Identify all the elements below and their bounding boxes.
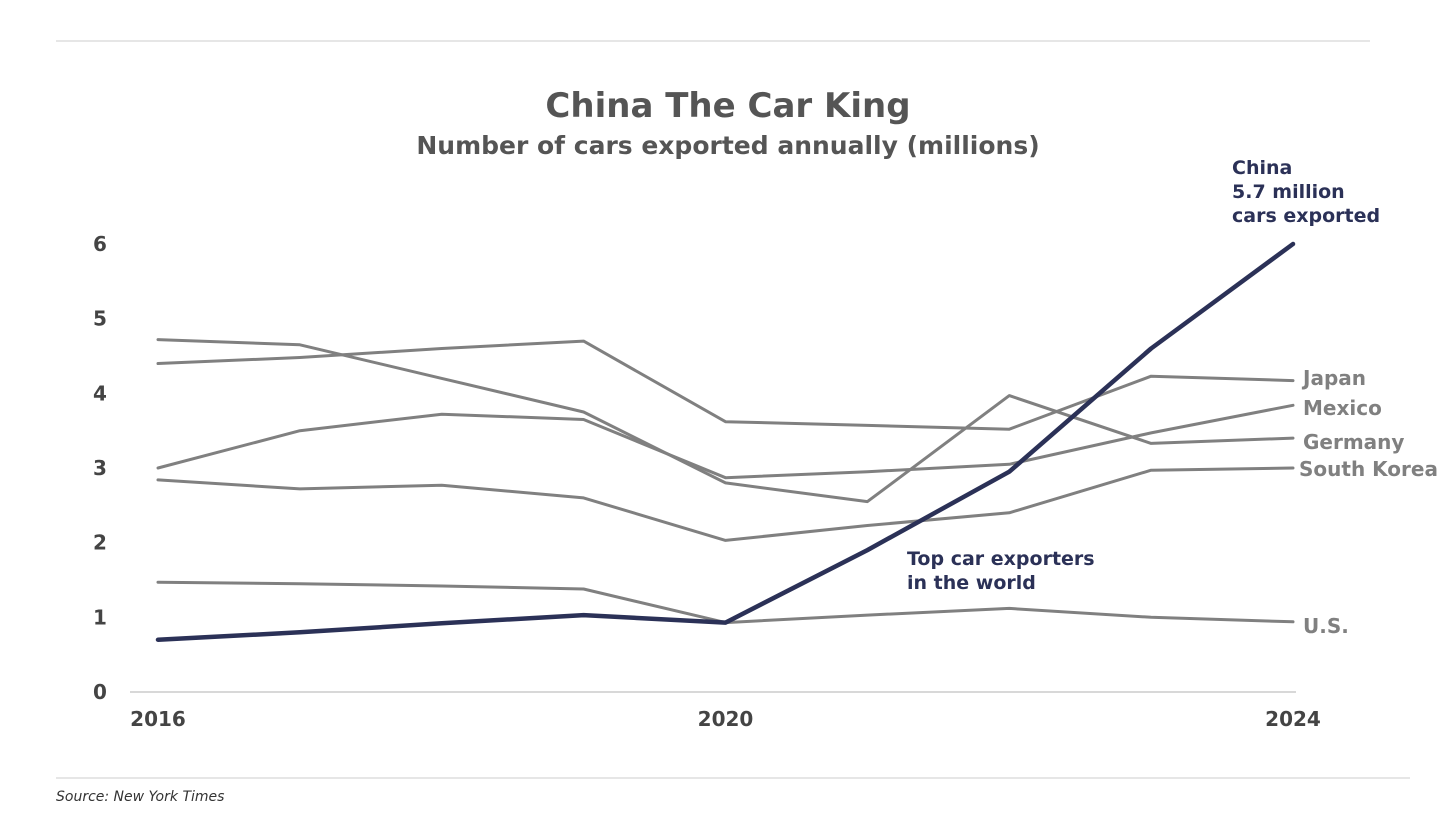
series-label: Germany [1303,430,1404,454]
series-line-u-s- [156,580,1295,625]
y-tick-label: 1 [93,605,107,629]
series-line-china [155,241,1296,642]
x-tick-label: 2024 [1265,707,1321,731]
series-label: U.S. [1303,614,1349,638]
series-line-japan [156,339,1295,431]
x-tick-label: 2016 [130,707,186,731]
y-tick-label: 5 [93,307,107,331]
y-tick-label: 3 [93,456,107,480]
source-note: Source: New York Times [56,789,224,805]
top-exporters-annotation: Top car exporters in the world [907,548,1101,594]
x-tick-label: 2020 [698,707,754,731]
china-annotation: China 5.7 million cars exported [1232,157,1380,227]
series-label: South Korea [1299,457,1438,481]
y-tick-label: 4 [93,381,107,405]
y-tick-label: 2 [93,531,107,555]
series-label: Japan [1301,366,1366,390]
y-tick-label: 0 [93,680,107,704]
chart-title: China The Car King [545,86,910,126]
series-label: Mexico [1303,396,1382,420]
series-line-germany [156,338,1295,504]
series-line-south-korea [156,466,1295,542]
series-line-mexico [156,403,1295,480]
y-tick-label: 6 [93,232,107,256]
chart-subtitle: Number of cars exported annually (millio… [416,131,1039,160]
